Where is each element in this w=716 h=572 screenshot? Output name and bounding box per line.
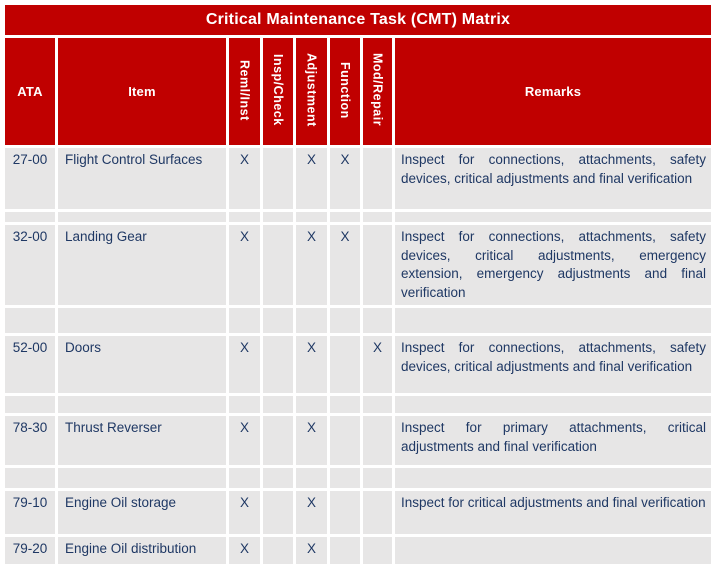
- column-header-ata: ATA: [4, 38, 55, 145]
- adjustment-cell: X: [295, 336, 327, 393]
- adjustment-cell: X: [295, 537, 327, 564]
- spacer-row: [4, 212, 711, 222]
- spacer-row: [4, 396, 711, 413]
- ata-cell: 32-00: [4, 225, 55, 305]
- item-cell: Doors: [57, 336, 226, 393]
- ata-cell: 27-00: [4, 148, 55, 209]
- insp-check-cell: [262, 491, 293, 534]
- column-header-remarks: Remarks: [394, 38, 711, 145]
- ata-cell: 79-20: [4, 537, 55, 564]
- insp-check-cell: [262, 336, 293, 393]
- item-cell: Thrust Reverser: [57, 416, 226, 465]
- table-row: 52-00 Doors X X X Inspect for connection…: [4, 336, 711, 393]
- function-cell: [329, 336, 360, 393]
- insp-check-cell: [262, 537, 293, 564]
- adjustment-cell: X: [295, 148, 327, 209]
- remarks-cell: Inspect for primary attachments, critica…: [394, 416, 711, 465]
- remarks-cell: Inspect for critical adjustments and fin…: [394, 491, 711, 534]
- item-cell: Landing Gear: [57, 225, 226, 305]
- column-header-adjustment: Adjustment: [295, 38, 327, 145]
- table-row: 79-20 Engine Oil distribution X X: [4, 537, 711, 564]
- column-header-remarks-label: Remarks: [524, 84, 582, 99]
- column-header-function-label: Function: [338, 61, 353, 119]
- mod-repair-cell: [362, 416, 392, 465]
- rem-inst-cell: X: [228, 491, 260, 534]
- rem-inst-cell: X: [228, 537, 260, 564]
- column-header-function: Function: [329, 38, 360, 145]
- rem-inst-cell: X: [228, 148, 260, 209]
- table-row: 79-10 Engine Oil storage X X Inspect for…: [4, 491, 711, 534]
- column-header-mod-repair: Mod/Repair: [362, 38, 392, 145]
- ata-cell: 78-30: [4, 416, 55, 465]
- table-row: 78-30 Thrust Reverser X X Inspect for pr…: [4, 416, 711, 465]
- remarks-cell: [394, 537, 711, 564]
- column-header-insp-check-label: Insp/Check: [271, 54, 286, 126]
- column-header-insp-check: Insp/Check: [262, 38, 293, 145]
- column-header-adjustment-label: Adjustment: [304, 53, 319, 127]
- adjustment-cell: X: [295, 491, 327, 534]
- mod-repair-cell: [362, 148, 392, 209]
- column-header-mod-repair-label: Mod/Repair: [370, 53, 385, 127]
- column-header-item-label: Item: [128, 84, 156, 99]
- remarks-cell: Inspect for connections, attachments, sa…: [394, 148, 711, 209]
- insp-check-cell: [262, 225, 293, 305]
- table-row: 27-00 Flight Control Surfaces X X X Insp…: [4, 148, 711, 209]
- column-header-rem-inst-label: Reml/Inst: [237, 59, 252, 121]
- title-row: Critical Maintenance Task (CMT) Matrix: [4, 5, 711, 35]
- table-row: 32-00 Landing Gear X X X Inspect for con…: [4, 225, 711, 305]
- adjustment-cell: X: [295, 225, 327, 305]
- item-cell: Engine Oil storage: [57, 491, 226, 534]
- mod-repair-cell: [362, 491, 392, 534]
- table-title: Critical Maintenance Task (CMT) Matrix: [4, 5, 711, 35]
- column-header-row: ATA Item Reml/Inst Insp/Check Adjustment…: [4, 38, 711, 145]
- ata-cell: 79-10: [4, 491, 55, 534]
- function-cell: [329, 416, 360, 465]
- remarks-cell: Inspect for connections, attachments, sa…: [394, 225, 711, 305]
- ata-cell: 52-00: [4, 336, 55, 393]
- mod-repair-cell: [362, 537, 392, 564]
- item-cell: Engine Oil distribution: [57, 537, 226, 564]
- mod-repair-cell: X: [362, 336, 392, 393]
- function-cell: X: [329, 225, 360, 305]
- remarks-cell: Inspect for connections, attachments, sa…: [394, 336, 711, 393]
- column-header-ata-label: ATA: [17, 84, 43, 99]
- rem-inst-cell: X: [228, 336, 260, 393]
- column-header-rem-inst: Reml/Inst: [228, 38, 260, 145]
- spacer-row: [4, 308, 711, 333]
- function-cell: [329, 491, 360, 534]
- adjustment-cell: X: [295, 416, 327, 465]
- function-cell: X: [329, 148, 360, 209]
- rem-inst-cell: X: [228, 416, 260, 465]
- insp-check-cell: [262, 148, 293, 209]
- mod-repair-cell: [362, 225, 392, 305]
- function-cell: [329, 537, 360, 564]
- item-cell: Flight Control Surfaces: [57, 148, 226, 209]
- rem-inst-cell: X: [228, 225, 260, 305]
- spacer-row: [4, 468, 711, 488]
- column-header-item: Item: [57, 38, 226, 145]
- insp-check-cell: [262, 416, 293, 465]
